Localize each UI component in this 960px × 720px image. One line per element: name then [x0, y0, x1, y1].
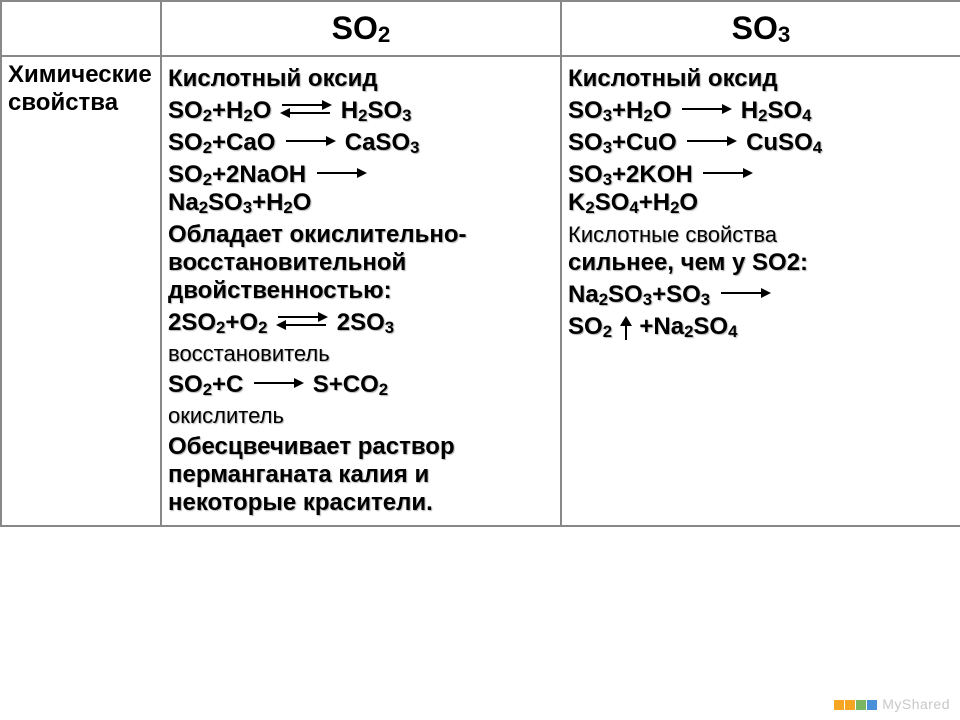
so3-eq2: SO3+CuO CuSO4 [568, 129, 954, 157]
equilibrium-arrow-icon [278, 100, 334, 124]
so2-eq2: SO2+CaO CaSO3 [168, 129, 554, 157]
watermark-text: MyShared [882, 696, 950, 712]
arrow-up-icon [619, 316, 633, 340]
watermark: MyShared [834, 696, 950, 712]
so2-red: восстановитель [168, 341, 554, 367]
so2-eq3: SO2+2NaOH Na2SO3+H2O [168, 161, 554, 217]
arrow-right-icon [282, 132, 338, 156]
so3-eq5: SO2 +Na2SO4 [568, 313, 954, 341]
arrow-right-icon [717, 284, 773, 308]
equilibrium-arrow-icon [274, 312, 330, 336]
header-row: SO2 SO3 [1, 1, 960, 56]
so2-title: Кислотный оксид [168, 65, 554, 93]
arrow-right-icon [699, 164, 755, 188]
so3-title: Кислотный оксид [568, 65, 954, 93]
arrow-right-icon [313, 164, 369, 188]
so2-cell: Кислотный оксид SO2+H2O H2SO3 SO2+CaO Ca… [161, 56, 561, 526]
so3-eq3: SO3+2KOH K2SO4+H2O [568, 161, 954, 217]
watermark-sq [845, 700, 855, 710]
watermark-sq [867, 700, 877, 710]
so2-redox: Обладает окислительно-восстановительной … [168, 221, 554, 305]
so2-eq5: SO2+C S+CO2 [168, 371, 554, 399]
so2-eq4: 2SO2+O2 2SO3 [168, 309, 554, 337]
header-so3: SO3 [561, 1, 960, 56]
content-row: Химические свойства Кислотный оксид SO2+… [1, 56, 960, 526]
so2-ox: окислитель [168, 403, 554, 429]
arrow-right-icon [250, 374, 306, 398]
row-label: Химические свойства [1, 56, 161, 526]
so3-eq1: SO3+H2O H2SO4 [568, 97, 954, 125]
so2-note: Обесцвечивает раствор перманганата калия… [168, 433, 554, 517]
watermark-sq [856, 700, 866, 710]
header-blank [1, 1, 161, 56]
watermark-sq [834, 700, 844, 710]
so3-eq4: Na2SO3+SO3 [568, 281, 954, 309]
so3-cell: Кислотный оксид SO3+H2O H2SO4 SO3+CuO Cu… [561, 56, 960, 526]
so2-eq1: SO2+H2O H2SO3 [168, 97, 554, 125]
comparison-table: SO2 SO3 Химические свойства Кислотный ок… [0, 0, 960, 527]
arrow-right-icon [678, 100, 734, 124]
so3-cmp: Кислотные свойства сильнее, чем у SO2: [568, 221, 954, 277]
arrow-right-icon [683, 132, 739, 156]
header-so2: SO2 [161, 1, 561, 56]
